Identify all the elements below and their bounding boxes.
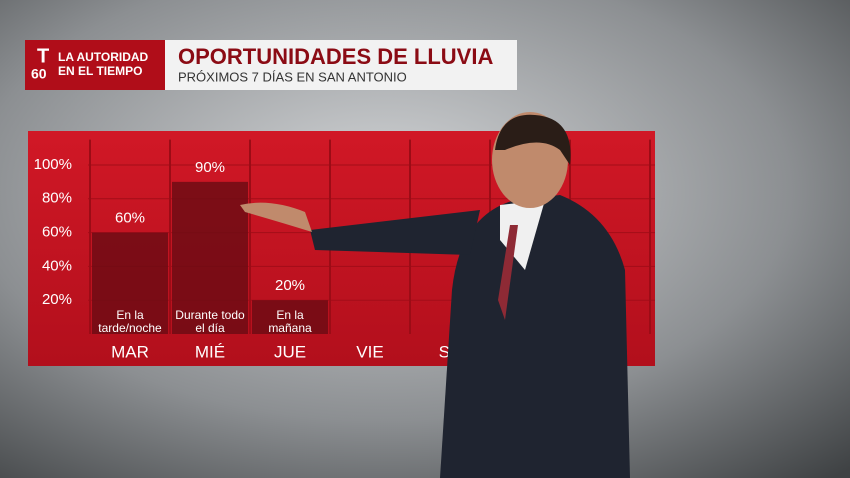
value-label: 90% <box>195 159 225 176</box>
y-tick-label: 20% <box>42 291 72 308</box>
tagline: EN EL TIEMPO <box>58 64 142 78</box>
title-box <box>165 40 517 90</box>
value-label: 20% <box>275 277 305 294</box>
chart-subtitle: PRÓXIMOS 7 DÍAS EN SAN ANTONIO <box>178 69 407 84</box>
annotation: En la <box>276 308 304 322</box>
logo-letter: T <box>37 45 49 67</box>
logo-number: 60 <box>31 66 47 82</box>
y-tick-label: 60% <box>42 224 72 241</box>
y-tick-label: 100% <box>34 156 72 173</box>
bar <box>92 232 168 334</box>
tagline: LA AUTORIDAD <box>58 50 149 64</box>
value-label: 60% <box>115 210 145 227</box>
bar <box>172 181 248 334</box>
annotation: Durante todo <box>175 308 245 322</box>
annotation: tarde/noche <box>98 321 162 335</box>
annotation: el día <box>195 321 225 335</box>
logo-box <box>25 40 165 90</box>
y-tick-label: 80% <box>42 190 72 207</box>
annotation: mañana <box>268 321 312 335</box>
x-tick-label: VIE <box>356 342 383 361</box>
chart-title: OPORTUNIDADES DE LLUVIA <box>178 44 493 69</box>
presenter <box>240 112 630 478</box>
bar <box>252 300 328 334</box>
x-tick-label: MIÉ <box>195 342 225 361</box>
annotation: En la <box>116 308 144 322</box>
x-tick-label: MAR <box>111 342 149 361</box>
y-tick-label: 40% <box>42 257 72 274</box>
x-tick-label: JUE <box>274 342 306 361</box>
